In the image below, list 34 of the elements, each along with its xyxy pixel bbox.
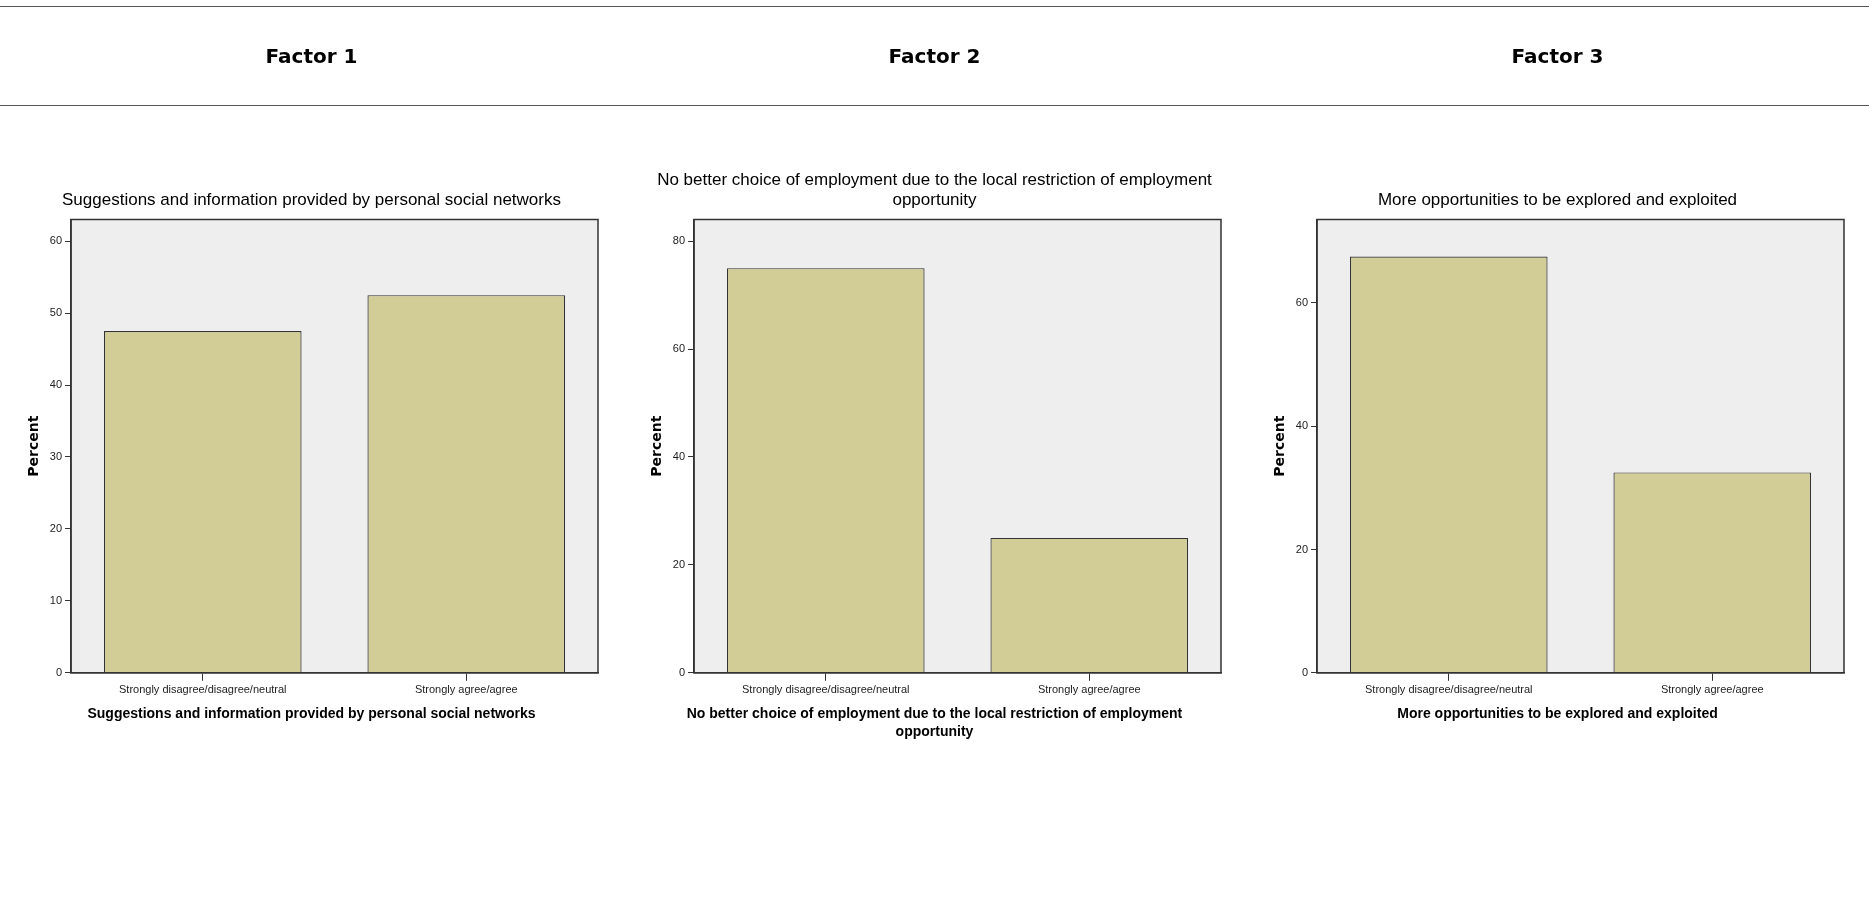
y-tick-label: 60 <box>49 234 62 247</box>
y-tick-label: 60 <box>672 342 685 355</box>
x-tick-label: Strongly disagree/disagree/neutral <box>741 683 910 696</box>
y-tick-label: 20 <box>672 557 685 570</box>
y-axis-title: Percent <box>647 415 664 477</box>
chart-title: No better choice of employment due to the local restriction of employment opportunity <box>656 170 1213 210</box>
y-tick-label: 50 <box>49 306 62 319</box>
y-tick-label: 60 <box>1295 295 1308 308</box>
y-tick-label: 0 <box>1301 665 1308 678</box>
y-tick-label: 40 <box>672 450 685 463</box>
y-tick-label: 10 <box>49 593 62 606</box>
y-tick-label: 0 <box>55 665 62 678</box>
y-tick-label: 30 <box>49 450 62 463</box>
x-tick-label: Strongly disagree/disagree/neutral <box>1364 683 1533 696</box>
y-axis-title: Percent <box>1270 415 1287 477</box>
x-tick-label: Strongly disagree/disagree/neutral <box>118 683 287 696</box>
y-tick-label: 20 <box>1295 542 1308 555</box>
y-tick-label: 80 <box>672 234 685 247</box>
x-tick-label: Strongly agree/agree <box>1660 683 1764 696</box>
x-tick-label: Strongly agree/agree <box>414 683 518 696</box>
x-axis-title: More opportunities to be explored and exploited <box>1396 704 1719 722</box>
chart-subtitle: Factor 3 <box>1510 43 1605 70</box>
y-tick-label: 0 <box>678 665 685 678</box>
chart-title: More opportunities to be explored and exploited <box>1376 189 1739 210</box>
y-tick-label: 20 <box>49 521 62 534</box>
chart-title: Suggestions and information provided by personal social networks <box>61 189 562 210</box>
y-tick-label: 40 <box>49 378 62 391</box>
y-axis-title: Percent <box>24 415 41 477</box>
x-tick-label: Strongly agree/agree <box>1037 683 1141 696</box>
chart-subtitle: Factor 2 <box>887 43 982 70</box>
x-axis-title: Suggestions and information provided by personal social networks <box>86 704 537 722</box>
y-tick-label: 40 <box>1295 419 1308 432</box>
x-axis-title: No better choice of employment due to the local restriction of employment opportunity <box>685 704 1184 740</box>
chart-subtitle: Factor 1 <box>264 43 359 70</box>
